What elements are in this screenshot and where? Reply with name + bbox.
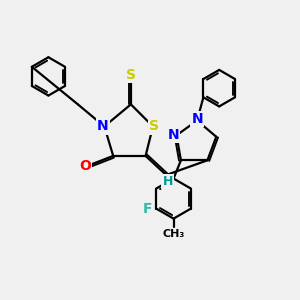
Text: O: O (79, 159, 91, 173)
Text: N: N (168, 128, 179, 142)
Text: H: H (163, 175, 173, 188)
Text: N: N (97, 119, 109, 134)
Text: F: F (143, 202, 153, 216)
Text: N: N (191, 112, 203, 126)
Text: S: S (126, 68, 136, 82)
Text: S: S (149, 119, 159, 134)
Text: CH₃: CH₃ (162, 229, 185, 239)
